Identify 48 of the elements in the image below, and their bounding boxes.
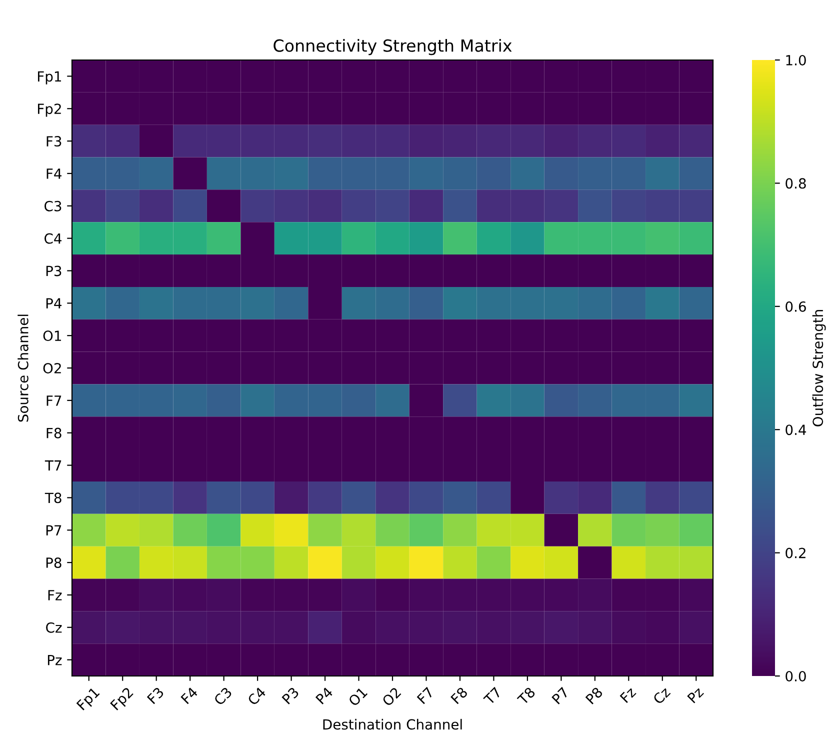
x-tick-label: F8 [450,686,468,704]
x-tick-label: Fp2 [110,686,136,712]
x-axis-title: Destination Channel [323,718,462,730]
x-tick-label: C4 [246,686,266,706]
y-tick-label: F8 [46,428,62,438]
x-tick-label: Cz [652,686,671,705]
y-tick-label: T8 [44,492,62,504]
y-tick-label: P3 [46,266,62,276]
y-tick-label: Fp2 [38,104,61,117]
y-tick-label: P4 [46,298,62,308]
x-tick-label: Fp1 [76,686,102,712]
y-tick-label: O2 [43,362,61,374]
x-tick-label: P3 [282,686,300,705]
color-bar-label: 0.8 [786,178,806,189]
y-tick-label: Pz [48,654,62,666]
color-bar-title: Outflow Strength [812,310,826,426]
x-tick-label: T7 [483,686,502,706]
y-tick-label: O1 [43,330,61,342]
x-tick-label: P7 [552,686,570,704]
color-bar-label: 0.4 [786,424,806,436]
y-axis-title: Source Channel [18,314,28,422]
y-tick-label: F3 [46,136,62,147]
color-bar-label: 0.0 [786,670,806,682]
x-tick-label: Pz [687,686,704,704]
y-tick-label: C3 [44,200,62,212]
color-bar-label: 0.2 [786,548,806,558]
y-tick-label: Fz [48,590,62,600]
y-tick-label: F4 [46,168,62,179]
x-tick-label: O2 [381,686,402,707]
y-tick-label: P8 [46,557,62,568]
y-tick-label: C4 [44,233,62,244]
y-tick-label: T7 [44,460,62,471]
x-tick-label: P8 [585,686,604,705]
x-tick-label: O1 [348,686,368,707]
x-tick-label: F4 [180,686,198,704]
color-bar-label: 0.6 [786,301,806,312]
y-tick-label: F7 [46,396,62,406]
y-tick-label: P7 [46,525,62,536]
y-tick-label: Fp1 [38,71,61,84]
x-tick-label: F3 [146,686,164,704]
x-tick-label: F7 [416,686,434,704]
x-tick-label: P4 [315,686,334,704]
color-bar-label: 1.0 [786,54,806,66]
x-tick-label: Fz [620,686,636,704]
x-tick-label: C3 [213,686,232,706]
chart-title: Connectivity Strength Matrix [274,39,512,56]
x-tick-label: T8 [516,686,536,706]
y-tick-label: Cz [46,622,62,633]
